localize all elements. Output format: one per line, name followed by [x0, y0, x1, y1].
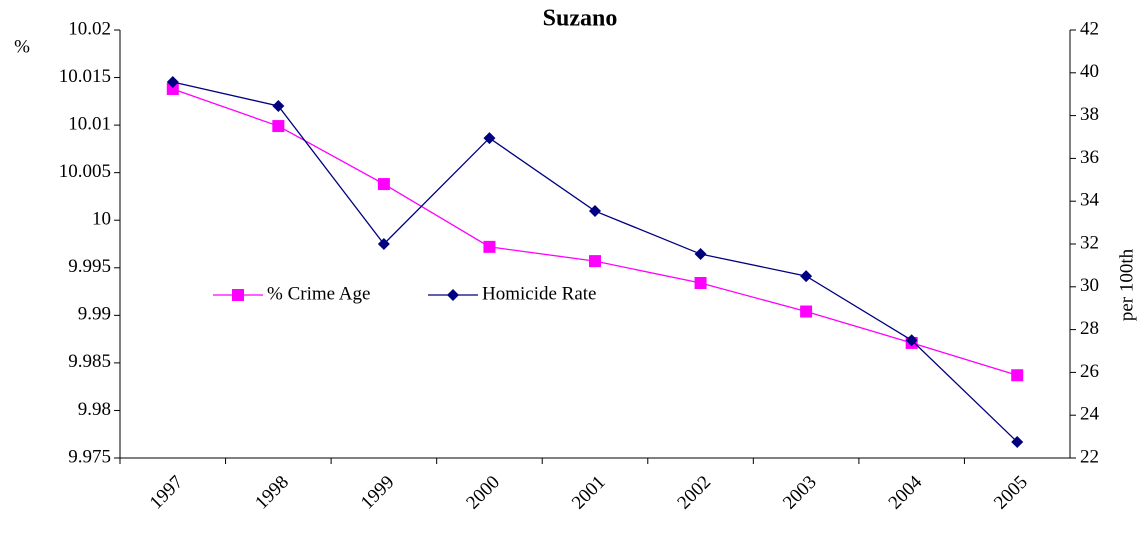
point — [800, 270, 813, 283]
y2-tick-label: 38 — [1080, 104, 1099, 125]
chart-title: Suzano — [543, 6, 618, 32]
y-tick-label: 10.01 — [68, 113, 111, 134]
y-tick-label: 9.995 — [68, 256, 111, 277]
y-tick-label: 9.985 — [68, 351, 111, 372]
x-tick-label: 2003 — [779, 472, 821, 514]
y-tick-label: 9.98 — [78, 399, 111, 420]
x-tick-label: 2004 — [885, 471, 927, 513]
point — [1011, 435, 1024, 448]
x-tick-label: 2000 — [462, 472, 504, 514]
point — [166, 76, 179, 89]
y-tick-label: 10.015 — [59, 66, 111, 87]
point — [272, 99, 285, 112]
y-axis-label: % — [14, 36, 30, 57]
y2-tick-label: 32 — [1080, 232, 1099, 253]
point — [905, 334, 918, 347]
point — [1011, 369, 1024, 382]
x-tick-label: 2005 — [990, 472, 1032, 514]
legend-label: Homicide Rate — [482, 283, 597, 304]
y2-tick-label: 34 — [1080, 190, 1100, 211]
y2-tick-label: 42 — [1080, 18, 1099, 39]
series-line — [172, 88, 1018, 376]
y-tick-label: 9.975 — [68, 446, 111, 467]
x-tick-label: 2002 — [673, 472, 715, 514]
y-tick-label: 10.005 — [59, 161, 111, 182]
y-tick-label: 9.99 — [78, 304, 111, 325]
legend-label: % Crime Age — [267, 283, 370, 304]
y-tick-label: 10.02 — [68, 18, 111, 39]
point — [694, 276, 707, 289]
y2-tick-label: 28 — [1080, 318, 1099, 339]
x-tick-label: 1999 — [357, 472, 399, 514]
y2-axis-label: per 100th — [1116, 248, 1137, 321]
y2-tick-label: 26 — [1080, 361, 1099, 382]
point — [589, 255, 601, 268]
y-tick-label: 10 — [92, 209, 111, 230]
legend-marker — [447, 289, 459, 301]
point — [272, 120, 285, 133]
legend-marker — [232, 289, 244, 301]
x-tick-label: 2001 — [568, 472, 610, 514]
point — [483, 132, 496, 145]
y2-tick-label: 36 — [1080, 147, 1099, 168]
point — [483, 240, 496, 253]
point — [166, 82, 179, 95]
point — [589, 205, 601, 218]
point — [377, 178, 390, 191]
y2-tick-label: 24 — [1080, 404, 1100, 425]
x-tick-label: 1998 — [251, 472, 293, 514]
point — [694, 248, 707, 261]
x-tick-label: 1997 — [146, 472, 188, 514]
y2-tick-label: 30 — [1080, 275, 1099, 296]
point — [377, 238, 390, 250]
y2-tick-label: 22 — [1080, 446, 1099, 467]
y2-tick-label: 40 — [1080, 61, 1099, 82]
point — [800, 305, 813, 318]
